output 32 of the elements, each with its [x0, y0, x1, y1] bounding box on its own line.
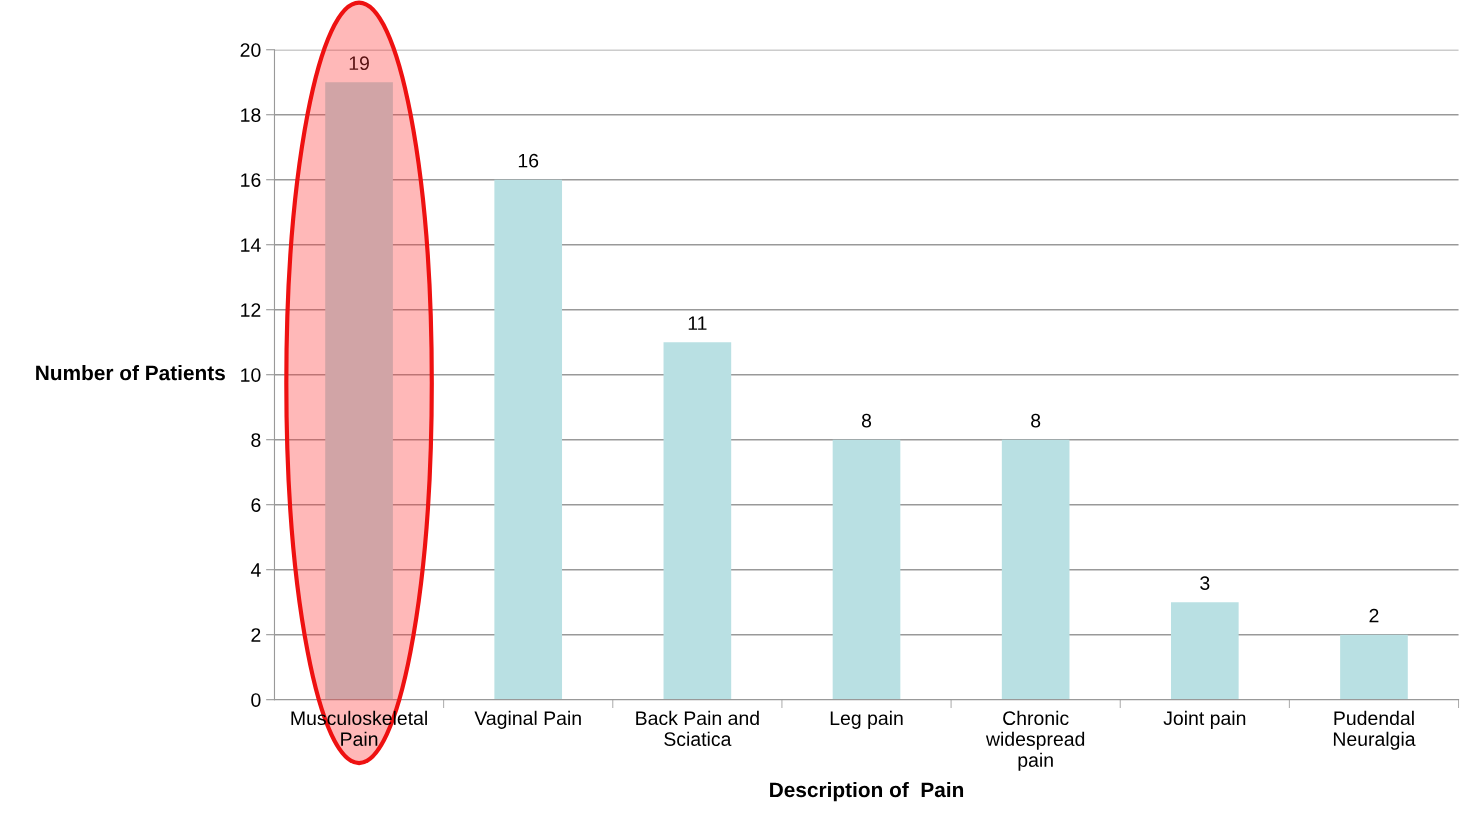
bar — [1170, 602, 1239, 700]
y-tick-label: 14 — [241, 238, 261, 252]
y-tick-label: 20 — [240, 43, 261, 57]
y-tick-label: 12 — [241, 303, 261, 317]
data-label: 11 — [688, 316, 707, 330]
bar — [1001, 439, 1070, 700]
y-tick-label: 6 — [251, 498, 261, 512]
x-tick-label: Pudendal Neuralgia — [1333, 710, 1416, 750]
bar — [494, 179, 563, 700]
data-label: 16 — [518, 153, 539, 168]
y-tick-label: 4 — [250, 563, 261, 577]
x-axis-title: Description of Pain — [770, 781, 964, 802]
y-tick-label: 16 — [241, 173, 261, 187]
bar — [663, 342, 732, 700]
y-tick-label: 10 — [241, 368, 261, 382]
bar — [832, 439, 901, 700]
data-label: 8 — [861, 413, 872, 428]
x-tick-label: Joint pain — [1163, 710, 1246, 729]
x-tick-label: Back Pain and Sciatica — [636, 710, 759, 747]
y-tick-label: 0 — [251, 693, 261, 707]
bar — [1340, 634, 1408, 700]
x-tick-label: Leg pain — [830, 710, 903, 729]
y-tick-label: 8 — [251, 433, 261, 447]
data-label: 8 — [1031, 413, 1041, 428]
y-tick-label: 18 — [241, 108, 261, 122]
data-label: 3 — [1200, 576, 1210, 591]
y-axis-title: Number of Patients — [36, 365, 225, 381]
x-tick-label: Vaginal Pain — [474, 710, 581, 729]
data-label: 2 — [1369, 608, 1379, 623]
y-tick-label: 2 — [251, 628, 261, 642]
data-label: 19 — [349, 56, 369, 71]
x-tick-label: Chronic widespread pain — [985, 710, 1085, 771]
